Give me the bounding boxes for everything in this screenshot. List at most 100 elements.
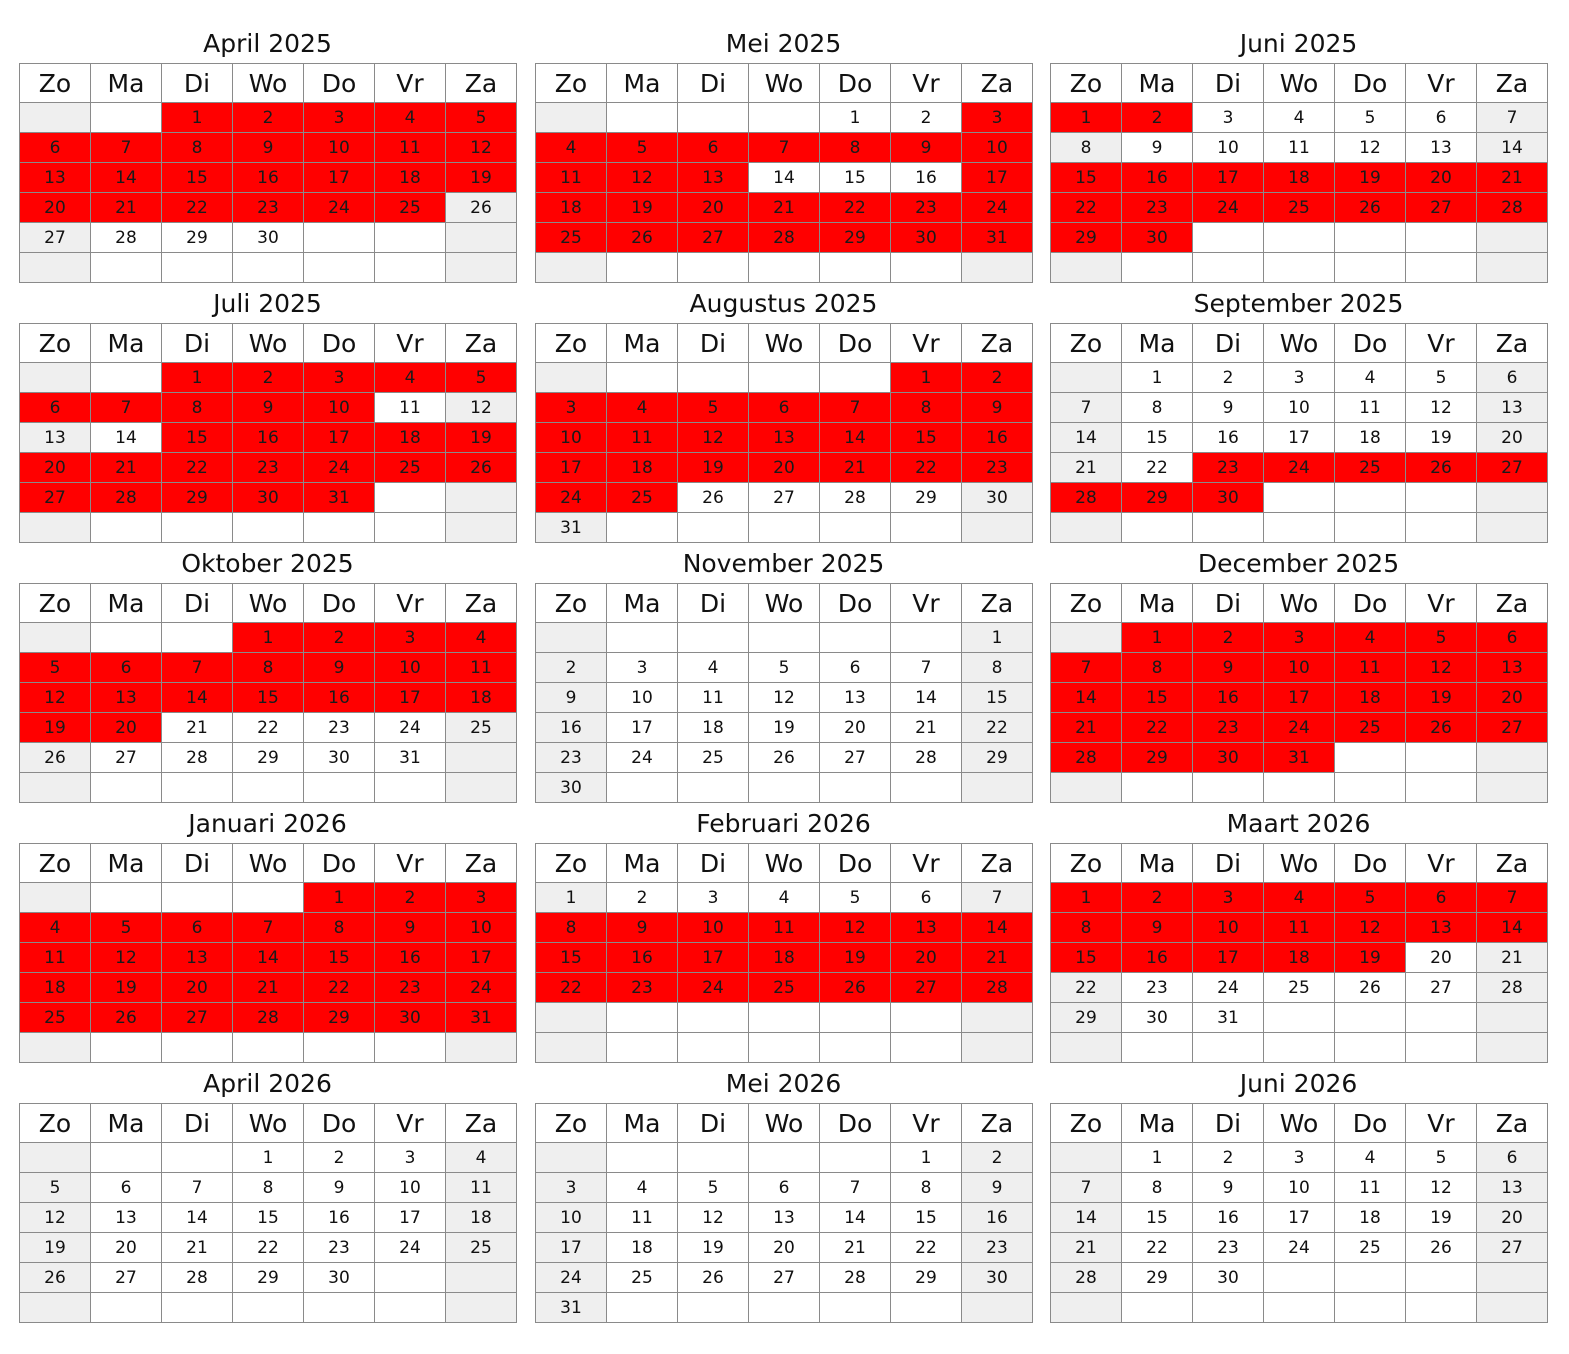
week-row: 17 18 19 20 21 22 23	[535, 1232, 1033, 1263]
week-row: 4 5 6 7 8 9 10	[19, 912, 517, 943]
day-cell: 29	[161, 222, 233, 253]
month-title: Mei 2025	[725, 29, 842, 58]
day-cell: 13	[1476, 652, 1548, 683]
week-row: 26 27 28 29 30 31	[19, 742, 517, 773]
day-cell: 14	[161, 1202, 233, 1233]
empty-day-cell	[1050, 1142, 1122, 1173]
empty-day-cell	[606, 1142, 678, 1173]
day-cell: 11	[374, 132, 446, 163]
week-row: 25 26 27 28 29 30 31	[535, 222, 1033, 253]
day-cell: 3	[303, 102, 375, 133]
day-cell: 7	[161, 652, 233, 683]
day-cell: 6	[890, 882, 962, 913]
day-cell: 26	[445, 192, 517, 223]
day-cell: 3	[303, 362, 375, 393]
empty-day-cell	[374, 222, 446, 253]
day-cell: 10	[535, 1202, 607, 1233]
day-cell: 17	[374, 1202, 446, 1233]
day-cell: 24	[677, 972, 749, 1003]
weekday-header: Za	[445, 1103, 517, 1143]
empty-day-cell	[303, 252, 375, 283]
empty-day-cell	[1476, 1262, 1548, 1293]
day-cell: 27	[1476, 452, 1548, 483]
empty-day-cell	[1192, 512, 1264, 543]
weekday-header: Wo	[232, 583, 304, 623]
day-cell: 6	[161, 912, 233, 943]
empty-day-cell	[1476, 1002, 1548, 1033]
week-row: 21 22 23 24 25 26 27	[1050, 452, 1548, 483]
day-cell: 23	[303, 712, 375, 743]
day-cell: 24	[374, 712, 446, 743]
day-cell: 30	[961, 482, 1033, 513]
empty-day-cell	[303, 772, 375, 803]
day-cell: 30	[1192, 482, 1264, 513]
week-row: 19 20 21 22 23 24 25	[19, 712, 517, 743]
empty-day-cell	[19, 1142, 91, 1173]
week-row	[19, 1032, 517, 1063]
day-cell: 22	[161, 192, 233, 223]
day-cell: 26	[1405, 712, 1477, 743]
day-cell: 2	[1192, 1142, 1264, 1173]
empty-day-cell	[961, 1292, 1033, 1323]
day-cell: 3	[535, 392, 607, 423]
day-cell: 19	[445, 162, 517, 193]
empty-day-cell	[374, 1262, 446, 1293]
day-cell: 23	[961, 452, 1033, 483]
day-cell: 19	[677, 452, 749, 483]
day-cell: 23	[1121, 972, 1193, 1003]
day-cell: 30	[1192, 1262, 1264, 1293]
day-cell: 10	[374, 1172, 446, 1203]
day-cell: 9	[890, 132, 962, 163]
week-row	[1050, 772, 1548, 803]
day-cell: 21	[232, 972, 304, 1003]
day-cell: 26	[19, 742, 91, 773]
day-cell: 22	[1121, 1232, 1193, 1263]
day-cell: 11	[374, 392, 446, 423]
day-cell: 9	[961, 392, 1033, 423]
day-cell: 29	[890, 482, 962, 513]
day-cell: 6	[90, 1172, 162, 1203]
day-cell: 10	[1263, 1172, 1335, 1203]
empty-day-cell	[161, 512, 233, 543]
empty-day-cell	[1476, 252, 1548, 283]
day-cell: 30	[232, 222, 304, 253]
day-cell: 3	[1192, 102, 1264, 133]
empty-day-cell	[90, 512, 162, 543]
month-title: Juni 2025	[1239, 29, 1358, 58]
empty-day-cell	[1050, 512, 1122, 543]
day-cell: 21	[819, 1232, 891, 1263]
weekday-header: Di	[161, 843, 233, 883]
day-cell: 8	[819, 132, 891, 163]
day-cell: 6	[90, 652, 162, 683]
empty-day-cell	[748, 362, 820, 393]
weekday-header: Wo	[232, 323, 304, 363]
day-cell: 31	[535, 1292, 607, 1323]
day-cell: 21	[1050, 452, 1122, 483]
empty-day-cell	[819, 1142, 891, 1173]
empty-day-cell	[232, 882, 304, 913]
day-cell: 23	[1192, 452, 1264, 483]
day-cell: 24	[303, 192, 375, 223]
empty-day-cell	[1050, 252, 1122, 283]
weekday-header: Di	[1192, 323, 1264, 363]
day-cell: 1	[232, 622, 304, 653]
empty-day-cell	[535, 1142, 607, 1173]
day-cell: 22	[1121, 712, 1193, 743]
weekday-header: Ma	[90, 583, 162, 623]
empty-day-cell	[606, 1002, 678, 1033]
day-cell: 29	[161, 482, 233, 513]
weekday-header: Di	[161, 1103, 233, 1143]
empty-day-cell	[1476, 222, 1548, 253]
day-cell: 13	[90, 1202, 162, 1233]
empty-day-cell	[890, 1032, 962, 1063]
day-cell: 31	[535, 512, 607, 543]
day-cell: 4	[606, 392, 678, 423]
day-cell: 3	[535, 1172, 607, 1203]
empty-day-cell	[19, 1032, 91, 1063]
day-cell: 7	[1050, 392, 1122, 423]
day-cell: 20	[90, 1232, 162, 1263]
day-cell: 8	[232, 1172, 304, 1203]
week-row: 13 14 15 16 17 18 19	[19, 422, 517, 453]
